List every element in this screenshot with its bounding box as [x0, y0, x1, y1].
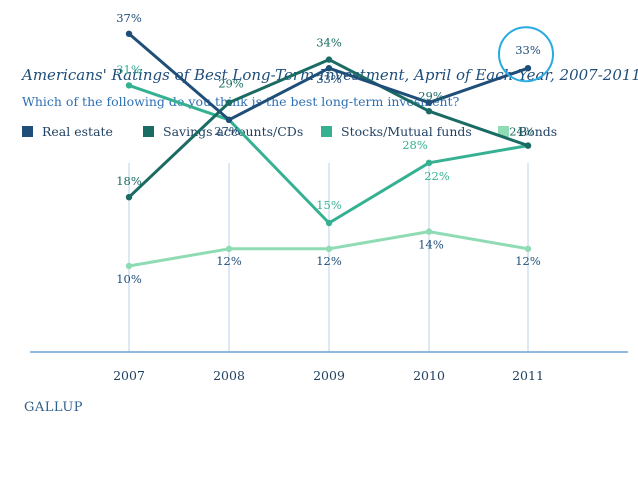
data-label-s2-2007: 31%	[116, 62, 142, 76]
legend-swatch-stocks	[321, 126, 332, 137]
chart-title: Americans' Ratings of Best Long-Term Inv…	[22, 66, 638, 84]
legend-label-savings: Savings accounts/CDs	[163, 124, 304, 139]
legend-item-stocks: Stocks/Mutual funds	[321, 124, 472, 139]
data-label-s3-2009: 12%	[316, 254, 342, 268]
data-label-s1-2007: 18%	[116, 174, 142, 188]
data-label-s0-2009: 33%	[316, 72, 342, 86]
data-point-s0-2007	[125, 30, 133, 37]
data-point-s1-2008	[225, 99, 233, 106]
legend-item-real-estate: Real estate	[22, 124, 113, 139]
data-point-s3-2009	[325, 245, 333, 252]
data-label-s3-2011: 12%	[515, 254, 541, 268]
data-label-s1-2009: 34%	[316, 36, 342, 50]
legend-swatch-bonds	[498, 126, 509, 137]
data-point-s1-2007	[125, 194, 133, 201]
legend-label-real-estate: Real estate	[42, 124, 113, 139]
highlight-circle	[498, 26, 554, 83]
legend-item-savings: Savings accounts/CDs	[143, 124, 303, 139]
data-point-s1-2010	[425, 108, 433, 115]
data-label-s1-2010: 29%	[418, 89, 444, 103]
chart-subtitle: Which of the following do you think is t…	[22, 94, 460, 109]
x-tick-label-2011: 2011	[512, 368, 544, 383]
data-point-s1-2009	[325, 56, 333, 63]
data-label-s3-2007: 10%	[116, 272, 142, 286]
x-tick-label-2009: 2009	[313, 368, 345, 383]
legend-swatch-real-estate	[22, 126, 33, 137]
data-point-s0-2009	[325, 65, 333, 72]
data-point-s2-2009	[325, 219, 333, 227]
data-point-s3-2007	[125, 262, 133, 270]
data-point-s2-2007	[125, 82, 133, 89]
data-point-s0-2011	[524, 65, 532, 72]
data-label-s3-2008: 12%	[216, 254, 242, 268]
data-label-s0-2008: 27%	[214, 124, 240, 138]
data-point-s1-2011	[524, 142, 532, 149]
data-label-s2-2010: 28%	[402, 138, 428, 152]
data-point-s0-2010	[425, 99, 433, 106]
legend-swatch-savings	[143, 126, 154, 137]
legend-label-stocks: Stocks/Mutual funds	[341, 124, 472, 139]
data-point-s3-2011	[524, 245, 532, 252]
data-point-s3-2008	[225, 245, 233, 252]
data-point-s3-2010	[425, 228, 433, 235]
data-label-s0-2011: 33%	[515, 43, 541, 57]
data-label-s2-2010: 22%	[424, 169, 450, 183]
data-point-s2-2010	[425, 159, 433, 166]
x-tick-label-2010: 2010	[413, 368, 445, 383]
chart-legend: Real estate Savings accounts/CDs Stocks/…	[22, 124, 622, 140]
data-point-s0-2008	[225, 116, 233, 124]
data-label-s1-2011: 24%	[509, 125, 535, 139]
x-tick-label-2008: 2008	[213, 368, 245, 383]
data-label-s1-2008: 29%	[218, 77, 244, 91]
legend-label-bonds: Bonds	[518, 124, 558, 139]
data-label-s3-2010: 14%	[418, 238, 444, 252]
data-label-s0-2007: 37%	[116, 11, 142, 25]
gallup-logo: GALLUP	[24, 400, 84, 415]
data-label-s2-2009: 15%	[316, 198, 342, 212]
x-tick-label-2007: 2007	[113, 368, 145, 383]
legend-item-bonds: Bonds	[498, 124, 557, 139]
